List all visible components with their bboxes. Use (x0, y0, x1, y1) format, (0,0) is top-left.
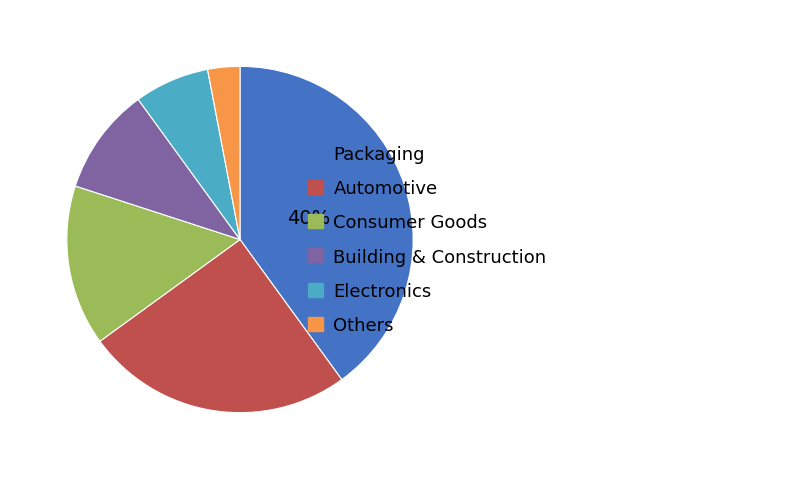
Wedge shape (207, 67, 240, 240)
Wedge shape (75, 100, 240, 240)
Wedge shape (67, 187, 240, 342)
Wedge shape (100, 240, 342, 413)
Text: 40%: 40% (287, 208, 330, 227)
Legend: Packaging, Automotive, Consumer Goods, Building & Construction, Electronics, Oth: Packaging, Automotive, Consumer Goods, B… (301, 138, 554, 342)
Wedge shape (138, 70, 240, 240)
Wedge shape (240, 67, 413, 380)
